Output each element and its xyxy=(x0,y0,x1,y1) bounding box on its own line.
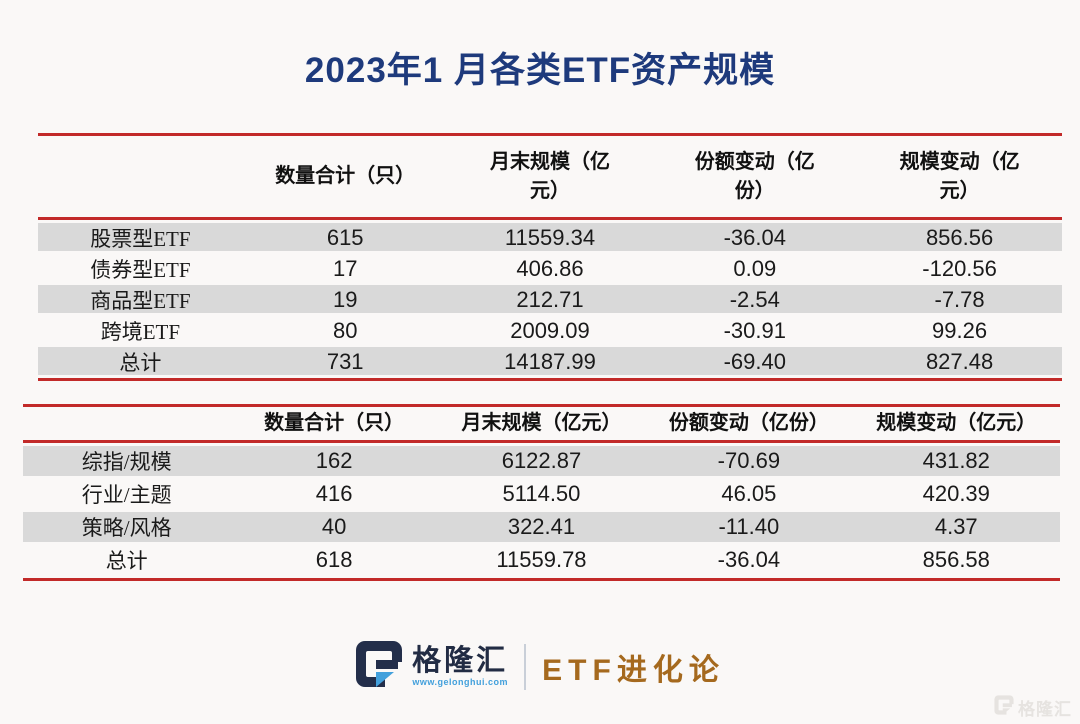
column-header: 规模变动（亿元） xyxy=(899,150,1020,202)
table-cell: 46.05 xyxy=(721,481,777,506)
brand-url: www.gelonghui.com xyxy=(412,676,508,687)
table-row: 股票型ETF 615 11559.34 -36.04 856.56 xyxy=(38,223,1062,251)
table-cell: 731 xyxy=(326,349,364,374)
table-cell: -69.40 xyxy=(723,349,786,374)
table-cell: 856.58 xyxy=(922,547,990,572)
table-top-rule xyxy=(23,404,1060,407)
watermark-label: 格隆汇 xyxy=(1018,700,1072,719)
table-row: 总计 618 11559.78 -36.04 856.58 xyxy=(23,545,1060,575)
table-cell: 827.48 xyxy=(925,349,994,374)
table-header-rule xyxy=(38,217,1062,220)
table-cell: -2.54 xyxy=(729,287,780,312)
row-label: 跨境ETF xyxy=(100,320,181,344)
column-header xyxy=(23,409,230,438)
watermark: 格隆汇 xyxy=(994,695,1072,720)
table-cell: 17 xyxy=(332,256,358,281)
column-header: 月末规模（亿元） xyxy=(461,412,622,434)
row-label: 综指/规模 xyxy=(81,450,172,474)
table-cell: -7.78 xyxy=(934,287,985,312)
row-label: 股票型ETF xyxy=(90,227,191,251)
table-body: 综指/规模 162 6122.87 -70.69 431.82 行业/主题 416 5114.… xyxy=(23,443,1060,578)
column-header: 规模变动（亿元） xyxy=(876,412,1037,434)
column-header: 数量合计（只） xyxy=(264,412,405,434)
table-cell: 618 xyxy=(315,547,353,572)
etf-type-table: 数量合计（只） 月末规模（亿元） 份额变动（亿份） 规模变动（亿元） 股票型ETF 61… xyxy=(38,133,1062,381)
table-cell: 6122.87 xyxy=(501,448,582,473)
table-row: 行业/主题 416 5114.50 46.05 420.39 xyxy=(23,479,1060,509)
table-bottom-rule xyxy=(38,378,1062,381)
table-cell: 11559.78 xyxy=(496,547,587,572)
table-cell: -70.69 xyxy=(717,448,781,473)
table-cell: 14187.99 xyxy=(504,349,596,374)
footer-brand-bar: 格隆汇 www.gelonghui.com ETF进化论 xyxy=(0,640,1080,693)
table-cell: 80 xyxy=(332,318,358,343)
table-body: 股票型ETF 615 11559.34 -36.04 856.56 债券型ETF 17 406… xyxy=(38,220,1062,378)
table-cell: 420.39 xyxy=(922,481,990,506)
equity-etf-subtype-table: 数量合计（只） 月末规模（亿元） 份额变动（亿份） 规模变动（亿元） 综指/规模 162… xyxy=(23,404,1060,581)
table-row: 商品型ETF 19 212.71 -2.54 -7.78 xyxy=(38,285,1062,313)
table-cell: 416 xyxy=(315,481,353,506)
table-cell: 0.09 xyxy=(733,256,777,281)
footer-divider xyxy=(524,643,527,690)
table-row: 综指/规模 162 6122.87 -70.69 431.82 xyxy=(23,446,1060,476)
gelonghui-logo: 格隆汇 www.gelonghui.com xyxy=(355,640,508,693)
page-title: 2023年1 月各类ETF资产规模 xyxy=(304,51,776,90)
row-label: 债券型ETF xyxy=(90,258,191,282)
table-cell: 322.41 xyxy=(507,514,576,539)
table-cell: -36.04 xyxy=(717,547,781,572)
table-cell: 40 xyxy=(321,514,347,539)
table-cell: 162 xyxy=(315,448,353,473)
table-cell: 99.26 xyxy=(932,318,988,343)
column-header: 月末规模（亿元） xyxy=(489,150,610,202)
column-header: 份额变动（亿份） xyxy=(694,150,815,202)
row-label: 总计 xyxy=(119,351,162,375)
table-header-row: 数量合计（只） 月末规模（亿元） 份额变动（亿份） 规模变动（亿元） xyxy=(23,407,1060,440)
table-header-row: 数量合计（只） 月末规模（亿元） 份额变动（亿份） 规模变动（亿元） xyxy=(38,136,1062,217)
table-cell: 11559.34 xyxy=(504,225,596,250)
table-bottom-rule xyxy=(23,578,1060,581)
column-header: 数量合计（只） xyxy=(275,165,416,187)
table-cell: 856.56 xyxy=(925,225,994,250)
table-row: 策略/风格 40 322.41 -11.40 4.37 xyxy=(23,512,1060,542)
row-label: 商品型ETF xyxy=(90,289,191,313)
table-cell: 4.37 xyxy=(934,514,978,539)
table-cell: 19 xyxy=(332,287,358,312)
column-header: 份额变动（亿份） xyxy=(668,412,829,434)
table-cell: -36.04 xyxy=(723,225,786,250)
brand-text-block: 格隆汇 www.gelonghui.com xyxy=(412,645,509,687)
watermark-g-icon xyxy=(994,695,1014,720)
table-cell: -120.56 xyxy=(922,256,997,281)
brand-name: 格隆汇 xyxy=(412,645,509,678)
table-cell: -11.40 xyxy=(718,514,780,539)
table-top-rule xyxy=(38,133,1062,136)
row-label: 总计 xyxy=(105,549,148,573)
table-cell: 2009.09 xyxy=(510,318,590,343)
row-label: 策略/风格 xyxy=(81,516,172,540)
table-cell: 615 xyxy=(326,225,364,250)
table-cell: 431.82 xyxy=(922,448,990,473)
table-cell: -30.91 xyxy=(723,318,786,343)
row-label: 行业/主题 xyxy=(81,483,172,507)
table-row: 总计 731 14187.99 -69.40 827.48 xyxy=(38,347,1062,375)
table-cell: 212.71 xyxy=(516,287,584,312)
table-header-rule xyxy=(23,440,1060,443)
table-cell: 5114.50 xyxy=(502,481,581,506)
table-cell: 406.86 xyxy=(516,256,584,281)
column-header xyxy=(38,162,243,191)
table-row: 债券型ETF 17 406.86 0.09 -120.56 xyxy=(38,254,1062,282)
table-row: 跨境ETF 80 2009.09 -30.91 99.26 xyxy=(38,316,1062,344)
gelonghui-g-icon xyxy=(355,640,404,693)
series-title: ETF进化论 xyxy=(542,653,725,687)
